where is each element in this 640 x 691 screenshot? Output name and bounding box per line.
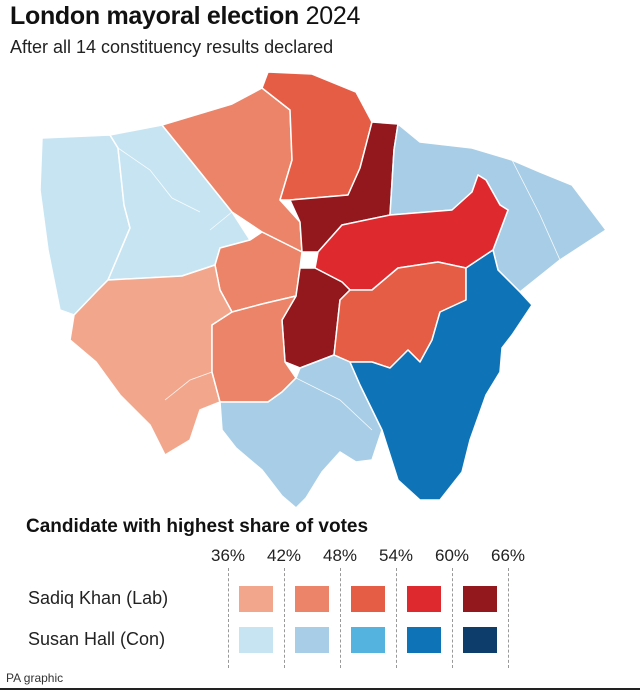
title-main: London mayoral election — [10, 2, 299, 30]
legend-tick-60: 60% — [434, 546, 470, 565]
source-credit: PA graphic — [6, 671, 64, 685]
borough-boundary — [295, 377, 373, 431]
legend-swatch — [463, 627, 497, 653]
chart-subtitle: After all 14 constituency results declar… — [10, 37, 334, 57]
borough-boundary — [511, 159, 561, 261]
chart-title: London mayoral election 2024 — [10, 2, 360, 31]
legend-divider — [228, 568, 229, 668]
legend-swatch — [239, 627, 273, 653]
legend-swatch — [295, 627, 329, 653]
legend-label-khan: Sadiq Khan (Lab) — [28, 588, 169, 608]
legend-tick-36: 36% — [210, 546, 246, 565]
legend-swatch — [351, 586, 385, 612]
borough-boundary — [209, 211, 233, 231]
legend-swatch — [463, 586, 497, 612]
constituency-south-west — [69, 264, 233, 456]
legend-divider — [396, 568, 397, 668]
legend-swatch — [351, 627, 385, 653]
legend-swatch — [407, 627, 441, 653]
london-constituency-map — [39, 71, 607, 509]
title-year: 2024 — [305, 2, 361, 30]
legend-tick-48: 48% — [322, 546, 358, 565]
legend-divider — [284, 568, 285, 668]
legend-swatch — [407, 586, 441, 612]
legend-swatch — [295, 586, 329, 612]
legend-title: Candidate with highest share of votes — [26, 516, 369, 537]
legend-swatch — [239, 586, 273, 612]
borough-boundary — [164, 371, 213, 401]
constituency-barnet-camden — [161, 87, 303, 253]
footer-rule — [0, 688, 640, 690]
legend-tick-42: 42% — [266, 546, 302, 565]
legend-divider — [340, 568, 341, 668]
legend-divider — [452, 568, 453, 668]
legend-divider — [508, 568, 509, 668]
constituency-croydon-sutton — [219, 354, 383, 509]
legend-label-hall: Susan Hall (Con) — [28, 629, 166, 649]
constituency-bexley-bromley — [349, 249, 533, 501]
legend-tick-54: 54% — [378, 546, 414, 565]
legend-tick-66: 66% — [490, 546, 526, 565]
borough-boundary — [117, 147, 201, 213]
